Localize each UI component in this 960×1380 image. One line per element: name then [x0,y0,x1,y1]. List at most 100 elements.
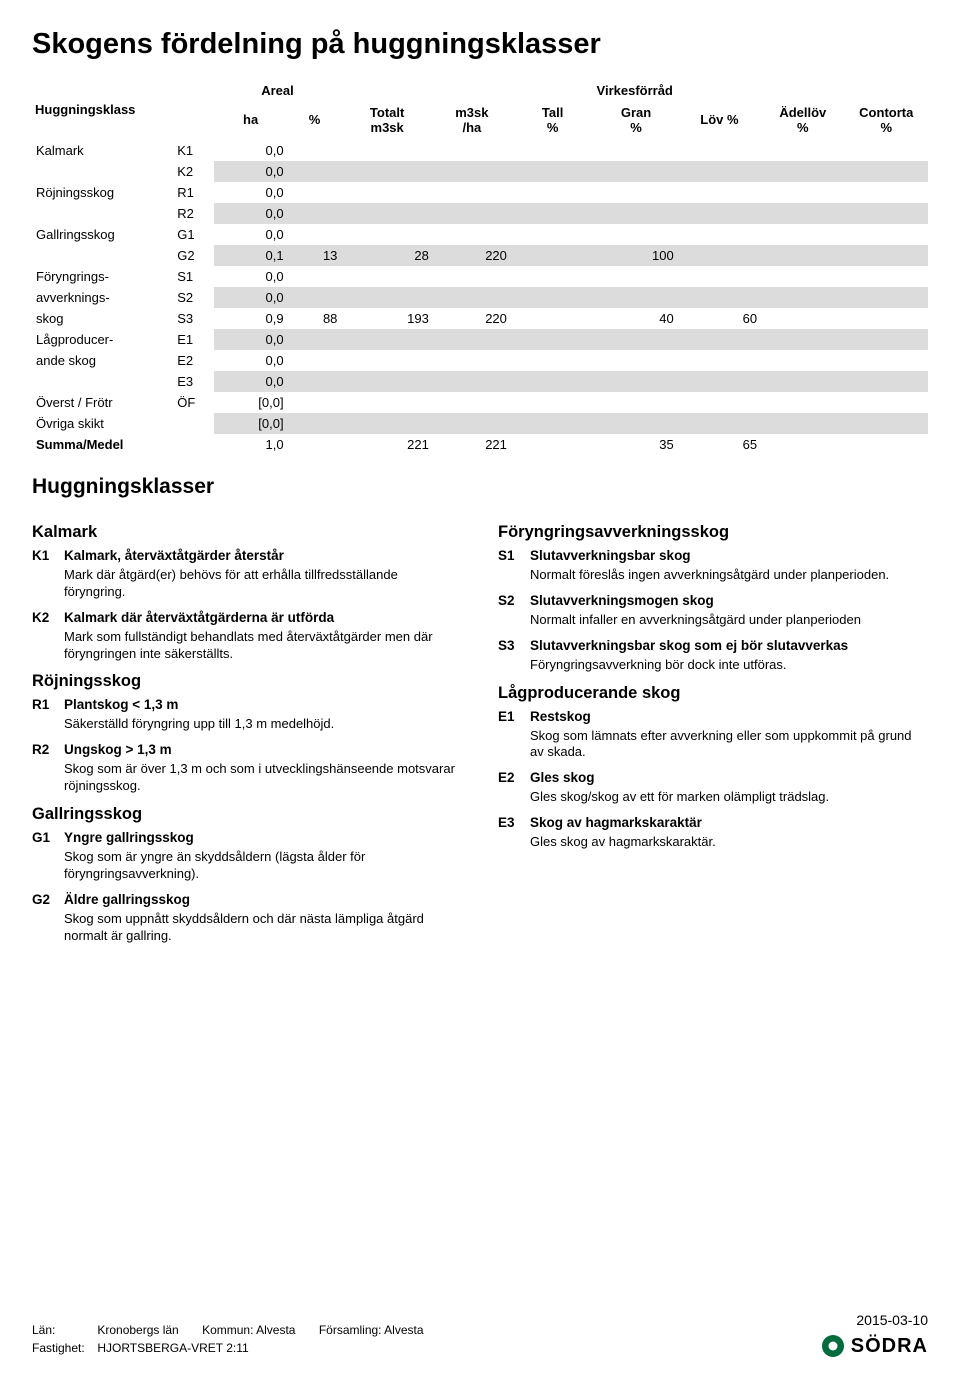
cell: 13 [288,245,342,266]
cell [341,287,432,308]
row-code: S1 [173,266,213,287]
row-label [32,245,173,266]
summary-label: Summa/Medel [32,434,214,455]
definition-item: E1RestskogSkog som lämnats efter avverkn… [498,709,928,762]
th-huggningsklass: Huggningsklass [32,79,214,140]
footer-date: 2015-03-10 [856,1312,928,1328]
cell: 0,1 [214,245,288,266]
cell [433,371,511,392]
cell [433,413,511,434]
cell: 88 [288,308,342,329]
definition-item: G1Yngre gallringsskogSkog som är yngre ä… [32,830,462,883]
cell: 0,0 [214,161,288,182]
cell [341,392,432,413]
lan-label: Län: [32,1321,94,1340]
row-label: Övriga skikt [32,413,173,434]
cell [433,203,511,224]
def-section-heading: Gallringsskog [32,805,462,824]
row-label: ande skog [32,350,173,371]
cell [761,140,844,161]
cell [678,245,761,266]
cell [678,266,761,287]
cell [594,224,677,245]
cell [845,329,928,350]
cell [678,350,761,371]
cell [288,392,342,413]
cell [845,371,928,392]
cell [678,203,761,224]
cell [288,140,342,161]
cell [761,413,844,434]
cell [511,371,594,392]
cell [433,392,511,413]
cell [594,203,677,224]
cell [288,266,342,287]
cell [594,329,677,350]
def-head: Plantskog < 1,3 m [64,697,178,712]
row-code: ÖF [173,392,213,413]
row-label [32,203,173,224]
cell [845,161,928,182]
cell [288,329,342,350]
cell [341,161,432,182]
cell [845,287,928,308]
def-body: Gles skog/skog av ett för marken olämpli… [530,789,928,806]
cell [511,413,594,434]
cell [845,350,928,371]
summary-cell: 35 [594,434,677,455]
sodra-logo-text: SÖDRA [851,1335,928,1358]
cell [433,266,511,287]
cell [761,266,844,287]
cell [845,245,928,266]
cell [761,350,844,371]
cell [678,224,761,245]
cell [341,203,432,224]
cell [288,371,342,392]
summary-cell [761,434,844,455]
cell [511,161,594,182]
def-code: E2 [498,770,522,785]
cell [678,161,761,182]
definition-item: E3Skog av hagmarkskaraktärGles skog av h… [498,815,928,851]
cell [511,266,594,287]
def-body: Normalt föreslås ingen avverkningsåtgärd… [530,567,928,584]
kommun-value: Alvesta [256,1323,295,1337]
th-col: Tall % [511,102,594,140]
cell [341,224,432,245]
def-code: G2 [32,892,56,907]
fastighet-value: HJORTSBERGA-VRET 2:11 [97,1341,248,1355]
def-body: Föryngringsavverkning bör dock inte utfö… [530,657,928,674]
cell: 60 [678,308,761,329]
definitions-left: KalmarkK1Kalmark, återväxtåtgärder åters… [32,513,462,954]
cell: 0,0 [214,203,288,224]
cell [761,392,844,413]
def-code: K1 [32,548,56,563]
cell: [0,0] [214,392,288,413]
cell: [0,0] [214,413,288,434]
row-label: avverknings- [32,287,173,308]
row-label: Gallringsskog [32,224,173,245]
th-col: Totalt m3sk [341,102,432,140]
cell [761,371,844,392]
cell: 0,0 [214,182,288,203]
cell: 0,0 [214,371,288,392]
cell [594,287,677,308]
def-head: Slutavverkningsmogen skog [530,593,714,608]
sodra-logo-icon [821,1334,845,1358]
cell [341,266,432,287]
cell [845,203,928,224]
definition-item: K2Kalmark där återväxtåtgärderna är utfö… [32,610,462,663]
cell [433,224,511,245]
cell [511,245,594,266]
definition-item: R2Ungskog > 1,3 mSkog som är över 1,3 m … [32,742,462,795]
th-col: Gran % [594,102,677,140]
th-col: Ädellöv % [761,102,844,140]
summary-cell: 1,0 [214,434,288,455]
row-code: K1 [173,140,213,161]
row-label: Röjningsskog [32,182,173,203]
def-code: R2 [32,742,56,757]
cell [511,203,594,224]
definition-item: E2Gles skogGles skog/skog av ett för mar… [498,770,928,806]
footer: Län: Kronobergs län Kommun: Alvesta Förs… [32,1312,928,1358]
def-code: R1 [32,697,56,712]
